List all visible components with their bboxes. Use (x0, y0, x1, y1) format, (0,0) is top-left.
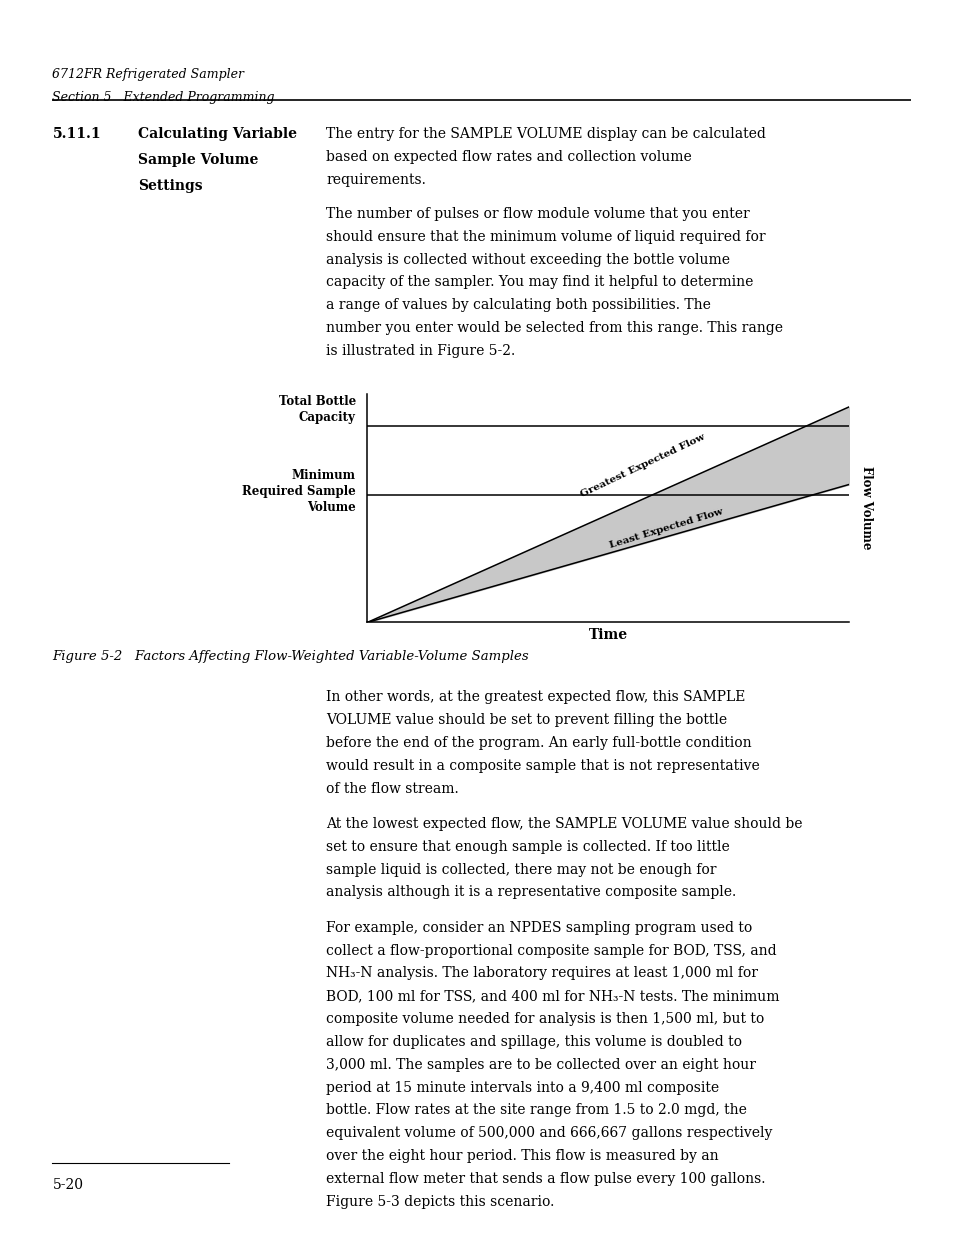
Text: 5-20: 5-20 (52, 1178, 83, 1192)
Text: 6712FR Refrigerated Sampler: 6712FR Refrigerated Sampler (52, 68, 244, 82)
Text: sample liquid is collected, there may not be enough for: sample liquid is collected, there may no… (326, 862, 716, 877)
Text: bottle. Flow rates at the site range from 1.5 to 2.0 mgd, the: bottle. Flow rates at the site range fro… (326, 1103, 746, 1118)
Text: capacity of the sampler. You may find it helpful to determine: capacity of the sampler. You may find it… (326, 275, 753, 289)
Text: The number of pulses or flow module volume that you enter: The number of pulses or flow module volu… (326, 206, 749, 221)
Text: 5.11.1: 5.11.1 (52, 127, 101, 141)
Text: Calculating Variable: Calculating Variable (138, 127, 297, 141)
Text: would result in a composite sample that is not representative: would result in a composite sample that … (326, 758, 760, 773)
Text: VOLUME value should be set to prevent filling the bottle: VOLUME value should be set to prevent fi… (326, 713, 726, 727)
Text: should ensure that the minimum volume of liquid required for: should ensure that the minimum volume of… (326, 230, 765, 243)
Text: is illustrated in Figure 5-2.: is illustrated in Figure 5-2. (326, 343, 515, 358)
Text: before the end of the program. An early full-bottle condition: before the end of the program. An early … (326, 736, 751, 750)
Text: The entry for the SAMPLE VOLUME display can be calculated: The entry for the SAMPLE VOLUME display … (326, 127, 765, 141)
Text: based on expected flow rates and collection volume: based on expected flow rates and collect… (326, 151, 691, 164)
Text: external flow meter that sends a flow pulse every 100 gallons.: external flow meter that sends a flow pu… (326, 1172, 765, 1186)
Text: Figure 5-2   Factors Affecting Flow-Weighted Variable-Volume Samples: Figure 5-2 Factors Affecting Flow-Weight… (52, 650, 529, 663)
Text: Minimum
Required Sample
Volume: Minimum Required Sample Volume (242, 469, 355, 514)
Text: For example, consider an NPDES sampling program used to: For example, consider an NPDES sampling … (326, 920, 752, 935)
Text: Greatest Expected Flow: Greatest Expected Flow (578, 432, 706, 499)
Text: In other words, at the greatest expected flow, this SAMPLE: In other words, at the greatest expected… (326, 690, 745, 704)
Text: equivalent volume of 500,000 and 666,667 gallons respectively: equivalent volume of 500,000 and 666,667… (326, 1126, 772, 1140)
Text: collect a flow-proportional composite sample for BOD, TSS, and: collect a flow-proportional composite sa… (326, 944, 776, 957)
Text: set to ensure that enough sample is collected. If too little: set to ensure that enough sample is coll… (326, 840, 729, 853)
Text: period at 15 minute intervals into a 9,400 ml composite: period at 15 minute intervals into a 9,4… (326, 1081, 719, 1094)
Text: Settings: Settings (138, 179, 203, 193)
Text: Flow Volume: Flow Volume (859, 467, 872, 550)
Text: BOD, 100 ml for TSS, and 400 ml for NH₃-N tests. The minimum: BOD, 100 ml for TSS, and 400 ml for NH₃-… (326, 989, 779, 1003)
Text: composite volume needed for analysis is then 1,500 ml, but to: composite volume needed for analysis is … (326, 1011, 763, 1026)
Text: Figure 5-3 depicts this scenario.: Figure 5-3 depicts this scenario. (326, 1194, 554, 1209)
Text: 3,000 ml. The samples are to be collected over an eight hour: 3,000 ml. The samples are to be collecte… (326, 1057, 756, 1072)
Text: Least Expected Flow: Least Expected Flow (608, 508, 723, 551)
Text: analysis is collected without exceeding the bottle volume: analysis is collected without exceeding … (326, 252, 729, 267)
Text: analysis although it is a representative composite sample.: analysis although it is a representative… (326, 885, 736, 899)
Text: NH₃-N analysis. The laboratory requires at least 1,000 ml for: NH₃-N analysis. The laboratory requires … (326, 966, 758, 981)
Text: over the eight hour period. This flow is measured by an: over the eight hour period. This flow is… (326, 1149, 719, 1163)
Text: Section 5   Extended Programming: Section 5 Extended Programming (52, 91, 274, 105)
X-axis label: Time: Time (588, 627, 627, 642)
Text: of the flow stream.: of the flow stream. (326, 782, 458, 795)
Text: Sample Volume: Sample Volume (138, 153, 258, 167)
Text: Total Bottle
Capacity: Total Bottle Capacity (278, 395, 355, 424)
Text: number you enter would be selected from this range. This range: number you enter would be selected from … (326, 321, 782, 335)
Text: allow for duplicates and spillage, this volume is doubled to: allow for duplicates and spillage, this … (326, 1035, 741, 1049)
Text: a range of values by calculating both possibilities. The: a range of values by calculating both po… (326, 298, 710, 312)
Text: At the lowest expected flow, the SAMPLE VOLUME value should be: At the lowest expected flow, the SAMPLE … (326, 816, 801, 831)
Text: requirements.: requirements. (326, 173, 426, 186)
